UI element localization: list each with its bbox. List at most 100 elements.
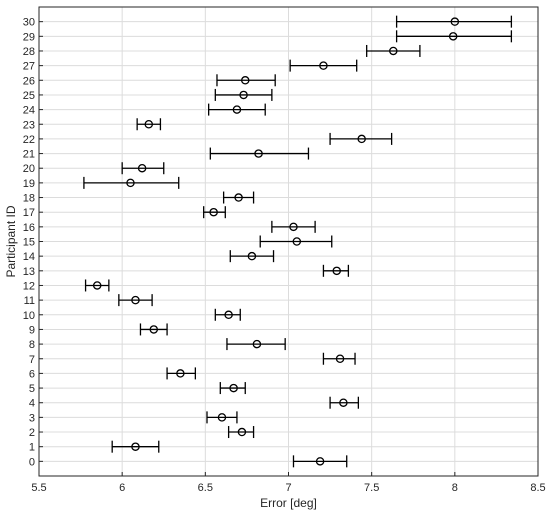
participant-3-marker xyxy=(206,411,238,424)
participant-13-marker xyxy=(322,264,350,277)
y-axis-title: Participant ID xyxy=(4,205,18,277)
y-tick-label: 21 xyxy=(23,149,35,161)
mean-point xyxy=(357,134,366,144)
participant-0-marker xyxy=(292,455,348,468)
participant-23-marker xyxy=(136,118,162,131)
mean-point xyxy=(252,339,262,349)
participant-5-marker xyxy=(219,382,246,395)
y-tick-label: 3 xyxy=(29,412,35,424)
participant-22-marker xyxy=(329,132,393,145)
mean-point xyxy=(229,383,238,393)
y-tick-label: 7 xyxy=(29,354,35,366)
participant-12-marker xyxy=(84,279,110,292)
mean-point xyxy=(217,413,227,422)
y-tick-label: 22 xyxy=(23,134,35,146)
participant-10-marker xyxy=(214,308,241,321)
mean-point xyxy=(448,32,458,41)
mean-point xyxy=(247,251,257,261)
participant-4-marker xyxy=(329,396,360,409)
mean-point xyxy=(241,76,250,85)
y-tick-label: 19 xyxy=(23,178,35,190)
participant-24-marker xyxy=(208,103,266,116)
mean-point xyxy=(209,207,218,217)
y-tick-label: 14 xyxy=(23,251,35,263)
y-tick-label: 16 xyxy=(23,222,35,234)
data-layer xyxy=(83,15,513,468)
y-tick-label: 20 xyxy=(23,163,35,175)
mean-point xyxy=(389,46,398,56)
participant-7-marker xyxy=(322,352,356,365)
participant-21-marker xyxy=(209,147,310,160)
y-tick-label: 1 xyxy=(29,442,35,454)
mean-point xyxy=(332,266,341,276)
participant-14-marker xyxy=(229,250,275,263)
participant-8-marker xyxy=(226,338,286,351)
x-tick-label: 6 xyxy=(119,482,125,494)
mean-point xyxy=(239,90,248,100)
y-tick-label: 23 xyxy=(23,119,35,131)
y-tick-label: 11 xyxy=(24,295,35,307)
mean-point xyxy=(315,457,325,466)
y-tick-label: 17 xyxy=(23,207,35,219)
mean-point xyxy=(144,120,154,129)
y-tick-label: 27 xyxy=(23,61,35,73)
mean-point xyxy=(126,178,135,188)
mean-point xyxy=(335,354,345,363)
y-tick-label: 18 xyxy=(23,193,35,205)
participant-20-marker xyxy=(121,162,165,175)
mean-point xyxy=(232,105,242,114)
mean-point xyxy=(237,427,247,437)
participant-15-marker xyxy=(259,235,333,248)
mean-point xyxy=(224,310,233,320)
y-tick-label: 25 xyxy=(23,90,35,102)
participant-6-marker xyxy=(166,367,197,380)
y-tick-label: 30 xyxy=(23,17,35,29)
mean-point xyxy=(234,193,243,202)
participant-25-marker xyxy=(214,88,273,101)
participant-16-marker xyxy=(271,220,316,233)
y-tick-label: 28 xyxy=(23,46,35,58)
y-tick-label: 0 xyxy=(29,456,35,468)
mean-point xyxy=(131,295,140,305)
x-tick-label: 7.5 xyxy=(364,482,379,494)
x-axis-title: Error [deg] xyxy=(260,496,317,510)
participant-27-marker xyxy=(289,59,358,72)
mean-point xyxy=(92,281,102,290)
participant-11-marker xyxy=(118,294,153,307)
participant-19-marker xyxy=(83,176,180,189)
mean-point xyxy=(131,442,140,451)
x-tick-label: 5.5 xyxy=(31,482,46,494)
mean-point xyxy=(176,369,185,378)
participant-17-marker xyxy=(203,206,226,219)
participant-18-marker xyxy=(222,191,255,204)
participant-2-marker xyxy=(227,426,255,439)
y-tick-label: 12 xyxy=(23,280,35,292)
x-tick-label: 7 xyxy=(285,482,291,494)
participant-29-marker xyxy=(395,30,513,43)
mean-point xyxy=(149,325,159,334)
y-tick-label: 13 xyxy=(23,266,35,278)
y-tick-label: 6 xyxy=(29,368,35,380)
y-tick-label: 5 xyxy=(29,383,35,395)
mean-point xyxy=(450,17,460,26)
mean-point xyxy=(319,61,328,70)
x-tick-label: 8 xyxy=(452,482,458,494)
participant-1-marker xyxy=(111,440,160,453)
participant-30-marker xyxy=(395,15,513,28)
participant-28-marker xyxy=(366,44,421,57)
x-tick-label: 8.5 xyxy=(530,482,545,494)
y-tick-label: 8 xyxy=(29,339,35,351)
y-tick-label: 15 xyxy=(23,237,35,249)
y-tick-label: 26 xyxy=(23,75,35,87)
tick-layer: 5.5 6 6.5 7 7.5 8 8.50123456789101112131415161… xyxy=(23,17,546,494)
mean-point xyxy=(339,398,348,407)
mean-point xyxy=(254,149,263,158)
participant-26-marker xyxy=(216,74,276,87)
y-tick-label: 9 xyxy=(29,324,35,336)
mean-point xyxy=(289,222,298,232)
mean-point xyxy=(137,163,147,173)
y-tick-label: 2 xyxy=(29,427,35,439)
mean-point xyxy=(292,237,302,246)
y-tick-label: 10 xyxy=(23,310,35,322)
